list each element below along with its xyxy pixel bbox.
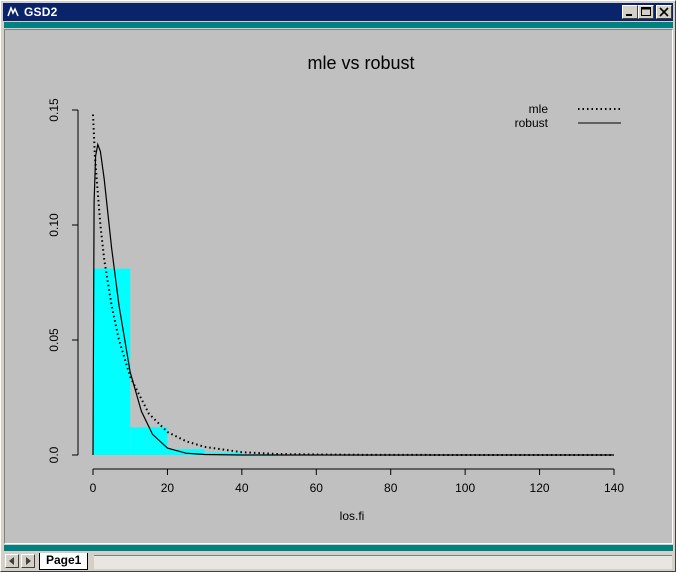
y-tick-label: 0.10: [47, 213, 61, 237]
legend-label: robust: [515, 116, 549, 130]
plot-canvas: mle vs robust los.fi 0 20 40 60 80 100 120 1400…: [47, 53, 624, 523]
page-tab-bar: Page1: [4, 553, 673, 570]
x-axis-label: los.fi: [340, 509, 365, 523]
tab-scroll-track[interactable]: [94, 555, 672, 569]
histogram-bar: [204, 452, 242, 455]
series-line-robust: [92, 142, 614, 456]
tab-page1[interactable]: Page1: [39, 553, 89, 570]
histogram-bar: [167, 449, 205, 455]
minimize-icon: [626, 14, 632, 16]
top-frame-bar: [4, 22, 673, 28]
triangle-left-icon: [9, 557, 14, 565]
series-line-mle: [92, 114, 614, 456]
axes: 0 20 40 60 80 100 120 140 0.0 0.05 0.10 0.15: [47, 98, 624, 495]
maximize-icon: [641, 7, 651, 16]
x-tick-label: 80: [384, 481, 398, 495]
density-lines: [92, 114, 614, 456]
y-tick-label: 0.05: [47, 328, 61, 352]
plot-area: mle vs robust los.fi 0 20 40 60 80 100 120 140 0…: [4, 29, 673, 544]
triangle-right-icon: [26, 557, 31, 565]
x-tick-label: 140: [604, 481, 624, 495]
bottom-frame-bar: [4, 545, 673, 551]
x-tick-label: 0: [90, 481, 97, 495]
histogram-bar: [130, 427, 168, 455]
y-tick-label: 0.15: [47, 98, 61, 122]
close-icon: [659, 7, 669, 17]
minimize-button[interactable]: [622, 5, 638, 19]
chart-title: mle vs robust: [307, 53, 414, 73]
histogram-bar: [93, 268, 131, 455]
x-tick-label: 100: [455, 481, 475, 495]
prev-page-button[interactable]: [5, 554, 19, 568]
x-tick-label: 60: [310, 481, 324, 495]
app-icon: [6, 5, 20, 19]
histogram-bars: [93, 268, 280, 455]
window-title: GSD2: [24, 5, 58, 19]
close-button[interactable]: [656, 5, 672, 19]
maximize-button[interactable]: [638, 5, 654, 19]
x-tick-label: 120: [530, 481, 550, 495]
next-page-button[interactable]: [21, 554, 35, 568]
x-tick-label: 40: [235, 481, 249, 495]
legend-label: mle: [529, 102, 549, 116]
x-tick-label: 20: [161, 481, 175, 495]
title-bar[interactable]: GSD2: [3, 3, 673, 21]
y-tick-label: 0.0: [47, 446, 61, 463]
